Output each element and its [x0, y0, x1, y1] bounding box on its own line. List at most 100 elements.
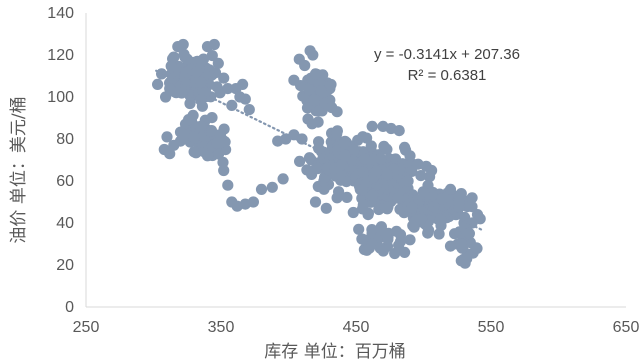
x-tick-label: 650	[613, 319, 640, 336]
y-tick-label: 100	[47, 89, 74, 106]
data-point	[168, 51, 180, 63]
trendline	[155, 69, 483, 231]
data-point	[213, 148, 225, 160]
data-point	[183, 114, 195, 126]
x-tick-label: 550	[478, 319, 505, 336]
y-tick-label: 80	[56, 131, 74, 148]
data-point	[390, 225, 403, 237]
y-axis-title: 油价 单位：美元/桶	[9, 96, 29, 243]
data-point	[455, 188, 467, 200]
data-point	[239, 93, 251, 105]
data-point	[404, 150, 416, 162]
data-point	[218, 72, 230, 84]
data-point	[313, 142, 325, 154]
data-point	[347, 206, 359, 219]
data-point	[357, 199, 369, 211]
data-point	[208, 38, 220, 51]
data-point	[415, 170, 427, 182]
data-point	[206, 125, 218, 137]
data-point	[160, 91, 172, 103]
axes	[85, 13, 626, 308]
data-point	[353, 223, 365, 235]
data-point	[371, 165, 383, 177]
data-point	[294, 155, 306, 167]
data-point	[211, 137, 223, 149]
data-point	[461, 253, 473, 265]
data-point	[361, 132, 373, 144]
data-point	[331, 128, 343, 140]
data-point	[366, 189, 378, 201]
data-point	[288, 74, 300, 86]
data-point	[296, 133, 308, 145]
data-point	[201, 150, 214, 162]
data-point	[176, 87, 188, 99]
data-point	[303, 83, 315, 96]
data-points	[152, 38, 486, 269]
data-point	[444, 240, 457, 252]
data-point	[444, 183, 457, 195]
data-point	[348, 144, 360, 156]
data-point	[399, 141, 411, 153]
x-axis-title: 库存 单位：百万桶	[264, 342, 405, 362]
y-tick-label: 20	[56, 257, 74, 274]
x-tick-label: 350	[208, 319, 235, 336]
data-point	[188, 146, 200, 158]
data-point	[312, 163, 324, 175]
data-point	[455, 238, 467, 250]
x-tick-label: 250	[73, 319, 100, 336]
data-point	[206, 112, 218, 124]
data-point	[188, 131, 200, 143]
x-tick-label: 450	[343, 319, 370, 336]
data-point	[243, 104, 255, 116]
y-tick-label: 140	[47, 5, 74, 22]
data-point	[435, 214, 447, 226]
data-point	[426, 189, 438, 201]
data-point	[331, 106, 343, 118]
data-point	[218, 164, 230, 177]
data-point	[399, 246, 411, 258]
data-point	[331, 192, 343, 204]
data-point	[195, 76, 207, 88]
data-point	[217, 156, 229, 168]
data-point	[266, 181, 278, 193]
data-point	[366, 224, 378, 236]
y-tick-label: 40	[56, 215, 74, 232]
data-point	[222, 83, 234, 95]
data-point	[336, 158, 348, 171]
data-point	[255, 183, 268, 195]
data-point	[299, 59, 311, 72]
y-tick-label: 0	[65, 299, 74, 316]
data-point	[374, 242, 386, 254]
data-point	[382, 201, 394, 213]
y-tick-label: 60	[56, 173, 74, 190]
data-point	[402, 175, 414, 187]
data-point	[177, 38, 189, 51]
data-point	[212, 57, 224, 69]
data-point	[214, 129, 226, 141]
y-tick-labels: 0 20 40 60 80 100 120 140	[47, 5, 74, 316]
data-point	[359, 153, 371, 165]
data-point	[161, 131, 173, 143]
data-point	[408, 221, 420, 233]
data-point	[339, 149, 351, 161]
data-point	[413, 194, 425, 206]
data-point	[247, 196, 259, 208]
data-point	[423, 224, 435, 236]
data-point	[356, 184, 368, 196]
data-point	[206, 50, 218, 62]
data-point	[309, 68, 322, 80]
data-point	[184, 97, 196, 110]
data-point	[433, 228, 445, 240]
data-point	[338, 137, 350, 149]
data-point	[313, 105, 325, 117]
data-point	[380, 227, 392, 240]
data-point	[301, 164, 313, 176]
data-point	[165, 60, 177, 72]
data-point	[196, 100, 208, 112]
data-point	[340, 176, 352, 188]
data-point	[222, 179, 234, 191]
data-point	[237, 78, 249, 90]
data-point	[341, 191, 353, 203]
data-point	[461, 200, 473, 213]
